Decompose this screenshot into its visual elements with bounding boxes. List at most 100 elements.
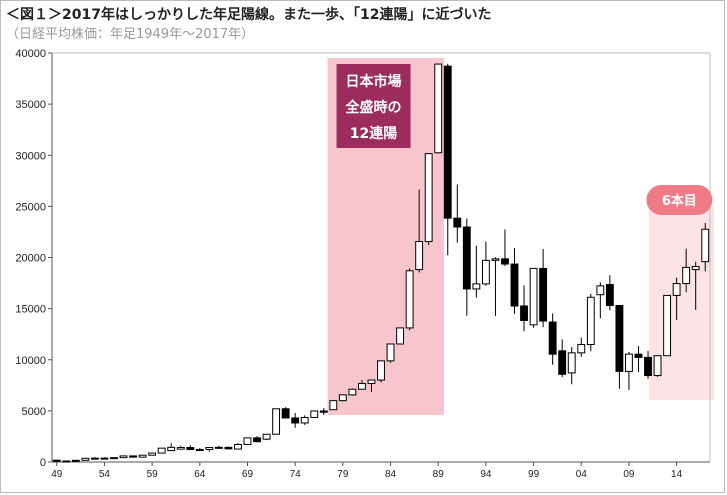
candle-body-up [691, 266, 700, 271]
candle-1967 [224, 446, 233, 450]
candle-2015 [682, 248, 691, 293]
candle-body-up [338, 394, 347, 402]
candle-body-up [310, 410, 319, 418]
candle-body-down [195, 449, 204, 452]
candle-1992 [462, 218, 471, 316]
candle-1965 [205, 447, 214, 452]
candle-1969 [243, 437, 252, 445]
x-tick-label: 99 [528, 469, 540, 480]
candle-body-up [176, 446, 185, 450]
candle-body-down [281, 408, 290, 419]
candle-2017 [701, 222, 710, 272]
candle-body-up [167, 446, 176, 452]
x-tick-label: 69 [242, 469, 254, 480]
candle-body-down [186, 446, 195, 451]
candle-1954 [100, 457, 109, 460]
candle-body-down [539, 267, 548, 322]
candle-body-down [52, 459, 61, 462]
y-tick-label: 15000 [15, 304, 46, 316]
candle-body-up [529, 267, 538, 326]
candle-2007 [605, 275, 614, 311]
candle-1991 [453, 184, 462, 243]
candle-body-up [348, 388, 357, 396]
candle-body-up [62, 460, 71, 463]
candle-body-up [586, 296, 595, 346]
candle-1983 [377, 360, 385, 383]
candle-2014 [672, 277, 681, 321]
candle-body-down [558, 350, 567, 375]
candle-1997 [510, 248, 519, 314]
candle-body-up [90, 457, 99, 460]
candle-body-up [157, 447, 166, 454]
recent-count-badge [646, 185, 713, 215]
candle-1968 [234, 443, 242, 450]
candle-1952 [81, 457, 90, 461]
candle-body-down [548, 321, 557, 355]
candle-body-up [405, 270, 414, 329]
candle-1984 [386, 343, 395, 363]
candle-body-up [415, 241, 424, 271]
candle-2002 [558, 339, 567, 378]
candle-2010 [634, 346, 643, 373]
candle-body-down [100, 457, 109, 460]
candle-1962 [176, 445, 185, 450]
candle-2000 [539, 248, 548, 328]
recent-count-badge-label: 6本目 [662, 193, 697, 209]
candle-body-up [596, 285, 605, 296]
candle-body-down [520, 305, 528, 321]
candle-body-up [272, 408, 281, 435]
candle-1963 [186, 445, 195, 451]
candle-body-down [253, 437, 261, 443]
y-tick-label: 25000 [15, 201, 46, 213]
candle-body-up [71, 459, 80, 462]
x-tick-label: 74 [290, 469, 302, 480]
candle-1982 [367, 379, 376, 392]
candle-body-up [491, 258, 500, 261]
peak-callout-line: 日本市場 [346, 73, 402, 90]
chart-subtitle: （日経平均株価：年足1949年～2017年） [6, 27, 255, 42]
candle-1986 [405, 268, 414, 331]
y-tick-label: 30000 [15, 150, 46, 162]
y-tick-label: 20000 [15, 253, 46, 265]
y-tick-label: 40000 [15, 48, 46, 60]
y-tick-label: 0 [40, 457, 46, 469]
peak-callout-line: 12連陽 [350, 125, 397, 142]
candle-body-down [615, 304, 624, 372]
x-tick-label: 79 [337, 469, 349, 480]
candle-1972 [272, 408, 281, 435]
candle-1988 [424, 153, 433, 246]
x-tick-label: 64 [194, 469, 206, 480]
candle-2012 [653, 355, 662, 377]
candle-body-down [291, 417, 300, 424]
candle-1974 [291, 413, 300, 428]
candle-body-up [234, 443, 242, 450]
candle-1955 [110, 457, 118, 460]
peak-callout-box [336, 64, 411, 148]
candle-1985 [396, 327, 405, 345]
candle-body-up [672, 283, 681, 296]
candle-1973 [281, 407, 290, 419]
candle-body-up [472, 283, 481, 290]
candle-2001 [548, 313, 557, 365]
candle-1957 [129, 455, 137, 458]
candle-1958 [138, 454, 147, 458]
candle-1950 [62, 460, 71, 463]
candle-1976 [310, 410, 319, 418]
candle-2006 [596, 282, 605, 319]
candle-1999 [529, 267, 538, 328]
y-tick-label: 5000 [22, 406, 46, 418]
candle-body-up [262, 433, 271, 440]
candle-1960 [157, 447, 166, 454]
candle-body-up [701, 228, 710, 263]
candle-1996 [501, 229, 509, 267]
candle-body-up [577, 344, 586, 354]
candle-body-up [148, 452, 157, 456]
peak-callout-line: 全盛時の [345, 99, 402, 116]
candle-2004 [577, 337, 586, 357]
candle-1981 [357, 380, 366, 390]
candle-1964 [195, 448, 204, 452]
candle-1961 [167, 443, 176, 452]
candle-body-down [605, 284, 614, 306]
